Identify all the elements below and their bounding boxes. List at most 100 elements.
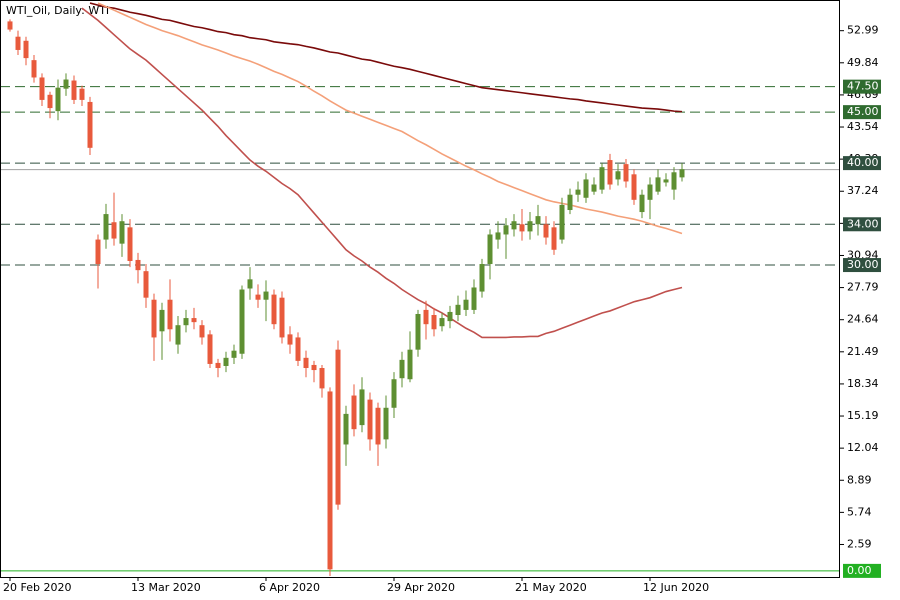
candle-body xyxy=(207,334,213,364)
candle-body xyxy=(39,77,45,100)
level-label-box xyxy=(843,258,881,273)
candle-body xyxy=(79,88,85,100)
candle-body xyxy=(255,294,261,300)
level-label-box xyxy=(843,79,881,94)
candle-body xyxy=(87,101,93,148)
candle-body xyxy=(511,221,517,230)
candle-body xyxy=(447,311,453,322)
plot xyxy=(1,2,839,576)
candle-body xyxy=(127,227,133,261)
candle-body xyxy=(399,359,405,379)
candle-body xyxy=(679,169,685,178)
level-label: 47.50 xyxy=(847,80,879,93)
level-label: 45.00 xyxy=(847,105,879,118)
candle-body xyxy=(215,362,221,369)
x-tick-label: 13 Mar 2020 xyxy=(131,581,201,594)
moving-average xyxy=(81,7,683,339)
candle-body xyxy=(479,264,485,292)
candle-body xyxy=(15,36,21,50)
level-label: 30.00 xyxy=(847,258,879,271)
candle-body xyxy=(279,297,285,338)
candle-body xyxy=(55,87,61,112)
candle-body xyxy=(143,271,149,298)
candle-body xyxy=(247,279,253,289)
candle-body xyxy=(327,391,333,570)
candle-body xyxy=(359,389,365,426)
candle-body xyxy=(599,167,605,190)
y-tick-label: 27.79 xyxy=(847,281,879,294)
candle-body xyxy=(535,216,541,225)
candle-body xyxy=(183,318,189,326)
candle-body xyxy=(671,172,677,190)
level-label-box xyxy=(843,217,881,232)
candle-body xyxy=(519,224,525,232)
candle-body xyxy=(663,179,669,183)
level-label-box xyxy=(843,156,881,171)
candle-body xyxy=(95,239,101,265)
candle-body xyxy=(151,299,157,338)
candle-body xyxy=(583,179,589,198)
candle-body xyxy=(591,184,597,192)
y-tick-label: 15.19 xyxy=(847,409,879,422)
candle-body xyxy=(503,225,509,235)
y-tick-label: 8.89 xyxy=(847,473,872,486)
y-tick-label: 24.64 xyxy=(847,313,879,326)
y-tick-label: 52.99 xyxy=(847,24,879,37)
candle-body xyxy=(471,287,477,310)
candle-body xyxy=(159,309,165,332)
candle-body xyxy=(647,184,653,200)
candle-body xyxy=(287,334,293,345)
candle-body xyxy=(303,357,309,369)
candle-body xyxy=(487,234,493,265)
candle-body xyxy=(239,289,245,354)
candle-body xyxy=(7,21,13,30)
level-label: 34.00 xyxy=(847,217,879,230)
level-label: 40.00 xyxy=(847,156,879,169)
candle-body xyxy=(263,291,269,300)
moving-average xyxy=(89,2,683,113)
candle-body xyxy=(407,349,413,380)
y-tick-label: 21.49 xyxy=(847,345,879,358)
candle-body xyxy=(607,160,613,185)
candle-body xyxy=(431,315,437,330)
candle-body xyxy=(495,232,501,240)
x-tick-label: 6 Apr 2020 xyxy=(259,581,320,594)
level-label-box xyxy=(843,105,881,120)
candle-body xyxy=(367,399,373,440)
candle-body xyxy=(567,194,573,211)
candle-body xyxy=(375,407,381,445)
candle-body xyxy=(391,379,397,408)
y-tick-label: 18.34 xyxy=(847,377,879,390)
candle-body xyxy=(47,94,53,109)
candle-body xyxy=(575,189,581,195)
candle-body xyxy=(639,194,645,213)
candle-body xyxy=(31,60,37,78)
y-tick-label: 49.84 xyxy=(847,56,879,69)
candle-body xyxy=(655,177,661,192)
y-tick-label: 43.54 xyxy=(847,120,879,133)
candle-body xyxy=(135,259,141,271)
candle-body xyxy=(335,349,341,505)
candle-body xyxy=(559,204,565,240)
candle-body xyxy=(455,304,461,316)
y-tick-label: 2.59 xyxy=(847,537,872,550)
candle-body xyxy=(615,171,621,180)
candle-body xyxy=(167,299,173,330)
candle-body xyxy=(231,350,237,358)
candle-body xyxy=(103,214,109,240)
candle-body xyxy=(191,318,197,323)
candle-body xyxy=(343,413,349,445)
y-tick-label: 12.04 xyxy=(847,441,879,454)
candle-body xyxy=(383,407,389,440)
plot-frame xyxy=(0,0,840,578)
candle-body xyxy=(295,337,301,361)
x-tick-label: 20 Feb 2020 xyxy=(3,581,71,594)
candle-body xyxy=(415,313,421,350)
candle-body xyxy=(543,224,549,238)
level-label: 0.00 xyxy=(847,564,872,577)
x-tick-label: 12 Jun 2020 xyxy=(643,581,709,594)
candle-body xyxy=(111,222,117,239)
candle-body xyxy=(527,221,533,232)
candle-body xyxy=(271,294,277,325)
